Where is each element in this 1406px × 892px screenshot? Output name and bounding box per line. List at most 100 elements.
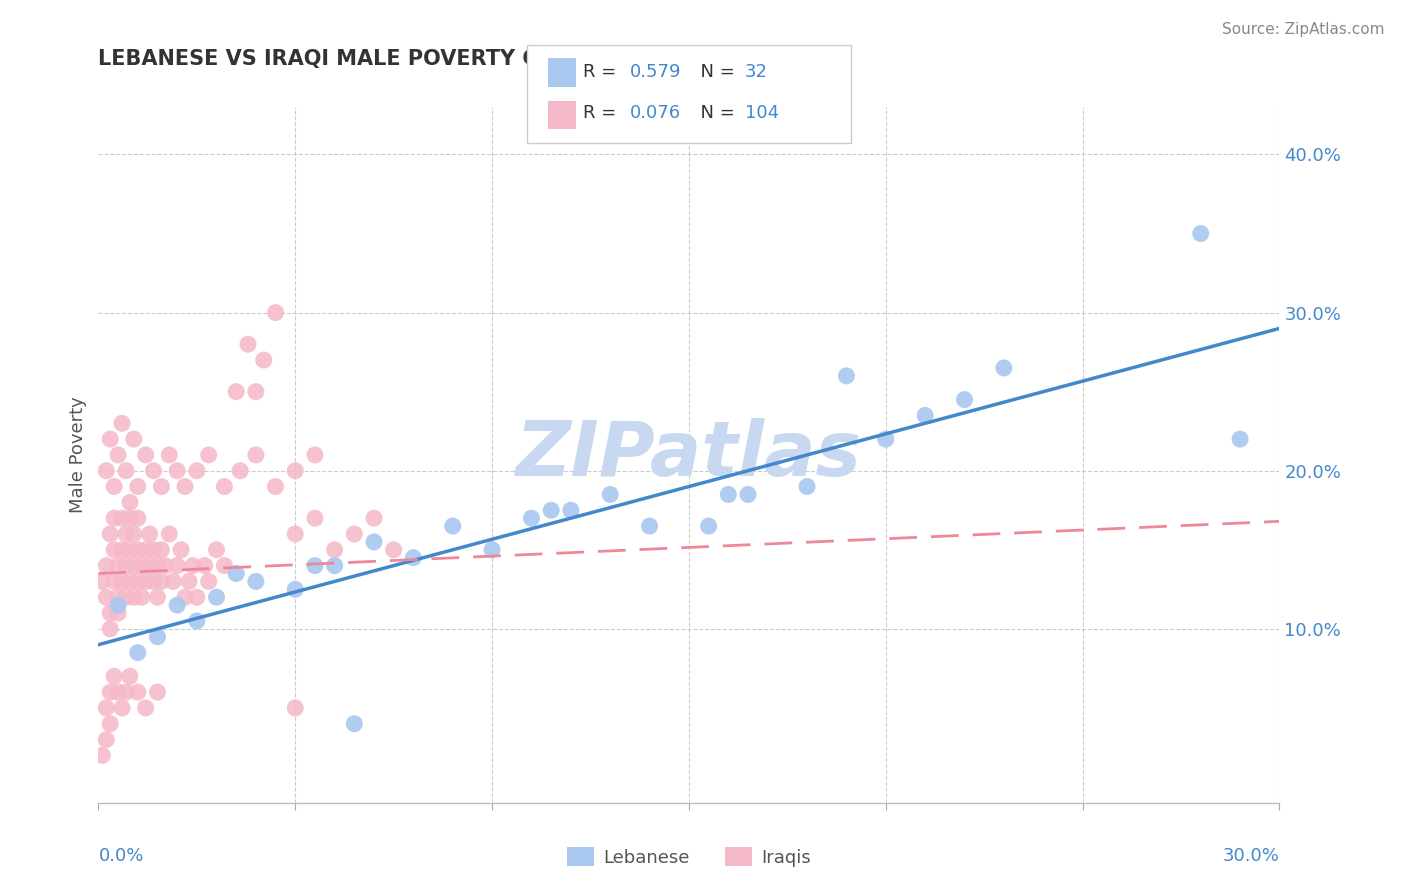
Point	[481, 542, 503, 557]
Point	[107, 685, 129, 699]
Point	[162, 574, 184, 589]
Point	[402, 550, 425, 565]
Text: N =: N =	[689, 62, 741, 81]
Point	[284, 464, 307, 478]
Point	[174, 591, 197, 605]
Point	[115, 464, 138, 478]
Point	[170, 542, 193, 557]
Point	[229, 464, 252, 478]
Point	[1229, 432, 1251, 446]
Point	[323, 558, 346, 573]
Text: 30.0%: 30.0%	[1223, 847, 1279, 865]
Point	[107, 606, 129, 620]
Point	[127, 685, 149, 699]
Point	[441, 519, 464, 533]
Point	[174, 479, 197, 493]
Point	[98, 606, 121, 620]
Point	[186, 591, 208, 605]
Point	[115, 558, 138, 573]
Point	[304, 558, 326, 573]
Point	[343, 527, 366, 541]
Point	[382, 542, 405, 557]
Point	[122, 432, 145, 446]
Point	[127, 646, 149, 660]
Point	[127, 479, 149, 493]
Text: ZIPatlas: ZIPatlas	[516, 418, 862, 491]
Point	[135, 542, 157, 557]
Point	[118, 669, 141, 683]
Point	[245, 384, 267, 399]
Point	[540, 503, 562, 517]
Point	[96, 591, 118, 605]
Point	[91, 574, 114, 589]
Point	[737, 487, 759, 501]
Point	[115, 685, 138, 699]
Point	[103, 574, 125, 589]
Point	[205, 591, 228, 605]
Point	[127, 574, 149, 589]
Point	[177, 574, 200, 589]
Point	[118, 542, 141, 557]
Point	[146, 630, 169, 644]
Point	[599, 487, 621, 501]
Point	[111, 701, 134, 715]
Point	[150, 574, 173, 589]
Point	[284, 701, 307, 715]
Point	[304, 448, 326, 462]
Point	[96, 464, 118, 478]
Point	[343, 716, 366, 731]
Y-axis label: Male Poverty: Male Poverty	[69, 397, 87, 513]
Point	[194, 558, 217, 573]
Point	[253, 353, 276, 368]
Point	[122, 591, 145, 605]
Point	[118, 574, 141, 589]
Point	[993, 360, 1015, 375]
Point	[103, 669, 125, 683]
Point	[103, 479, 125, 493]
Point	[284, 527, 307, 541]
Point	[107, 448, 129, 462]
Point	[96, 701, 118, 715]
Point	[115, 527, 138, 541]
Point	[181, 558, 204, 573]
Text: 0.076: 0.076	[630, 104, 681, 122]
Point	[96, 732, 118, 747]
Point	[166, 464, 188, 478]
Point	[142, 464, 165, 478]
Point	[98, 432, 121, 446]
Point	[914, 409, 936, 423]
Point	[186, 464, 208, 478]
Point	[245, 574, 267, 589]
Point	[796, 479, 818, 493]
Point	[264, 479, 287, 493]
Point	[225, 566, 247, 581]
Point	[835, 368, 858, 383]
Point	[96, 558, 118, 573]
Point	[363, 511, 385, 525]
Point	[146, 685, 169, 699]
Point	[98, 685, 121, 699]
Point	[157, 448, 180, 462]
Point	[284, 582, 307, 597]
Point	[214, 479, 236, 493]
Point	[520, 511, 543, 525]
Point	[98, 527, 121, 541]
Point	[197, 448, 219, 462]
Text: 0.579: 0.579	[630, 62, 682, 81]
Point	[304, 511, 326, 525]
Point	[127, 511, 149, 525]
Point	[166, 598, 188, 612]
Point	[131, 558, 153, 573]
Point	[118, 511, 141, 525]
Point	[155, 558, 177, 573]
Point	[98, 622, 121, 636]
Point	[111, 417, 134, 431]
Text: N =: N =	[689, 104, 741, 122]
Point	[138, 558, 160, 573]
Text: 104: 104	[745, 104, 779, 122]
Point	[131, 591, 153, 605]
Legend: Lebanese, Iraqis: Lebanese, Iraqis	[560, 840, 818, 874]
Point	[166, 558, 188, 573]
Point	[205, 542, 228, 557]
Point	[875, 432, 897, 446]
